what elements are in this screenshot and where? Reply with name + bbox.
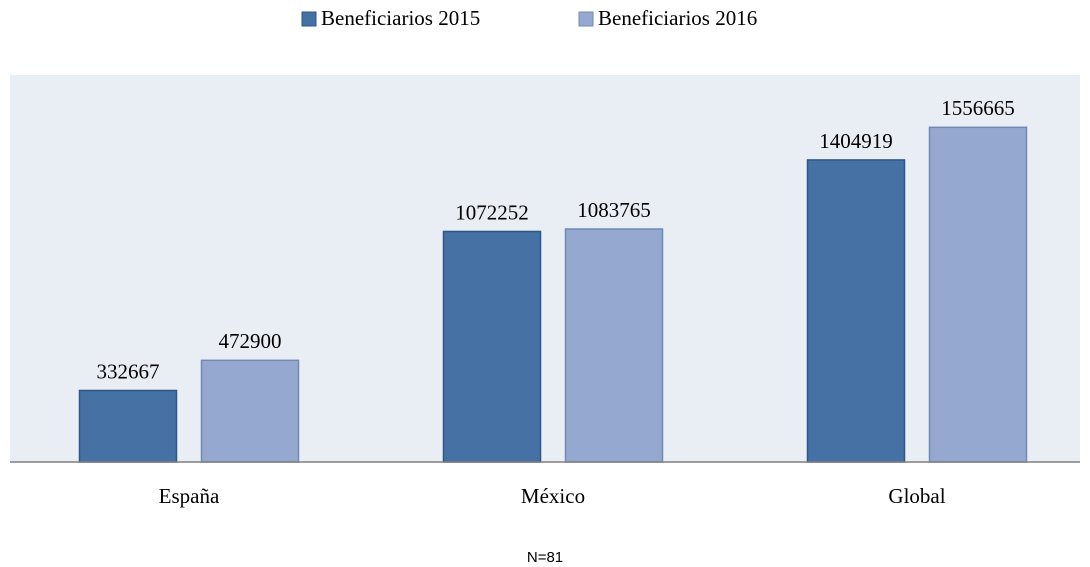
data-label: 1404919 xyxy=(819,129,893,153)
legend-label: Beneficiarios 2016 xyxy=(598,6,757,30)
data-label: 1556665 xyxy=(941,96,1015,120)
x-tick-label: España xyxy=(159,484,220,508)
bar xyxy=(442,230,542,463)
legend-label: Beneficiarios 2015 xyxy=(321,6,480,30)
data-label: 1083765 xyxy=(577,198,651,222)
x-tick-label: México xyxy=(521,484,585,508)
bar xyxy=(564,228,664,463)
bar xyxy=(806,159,906,463)
x-tick-label: Global xyxy=(888,484,945,508)
bar xyxy=(928,126,1028,463)
bar xyxy=(200,359,300,463)
note: N=81 xyxy=(527,549,563,566)
bar xyxy=(78,389,178,463)
data-label: 1072252 xyxy=(455,200,529,224)
data-label: 472900 xyxy=(219,329,282,353)
legend-swatch xyxy=(301,11,317,27)
data-label: 332667 xyxy=(97,359,160,383)
legend-swatch xyxy=(578,11,594,27)
